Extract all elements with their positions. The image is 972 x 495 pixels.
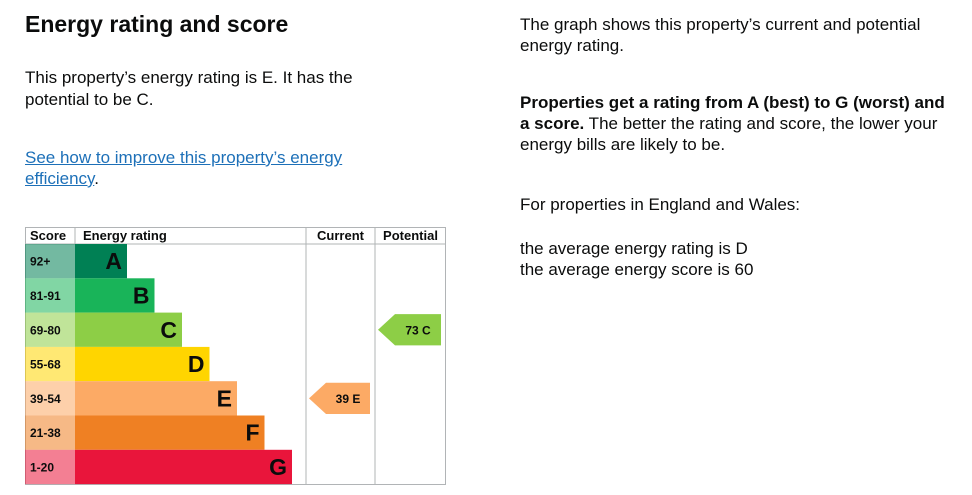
- rating-explanation-rest: The better the rating and score, the low…: [520, 114, 938, 154]
- band-letter-g: G: [269, 454, 287, 480]
- potential-rating-label: 73 C: [405, 323, 431, 337]
- header-energy-rating: Energy rating: [83, 228, 167, 243]
- average-rating: the average energy rating is D: [520, 239, 748, 258]
- band-bar-d: [75, 346, 210, 382]
- potential-arrow: [378, 314, 441, 346]
- band-bar-c: [75, 312, 182, 347]
- band-bar-b: [75, 278, 155, 313]
- rating-explanation-bold: Properties get a rating from A (best) to…: [520, 93, 945, 133]
- score-range-b: 81-91: [30, 289, 61, 303]
- band-letter-b: B: [133, 282, 150, 308]
- rating-explanation: Properties get a rating from A (best) to…: [520, 92, 950, 155]
- band-bar-f: [75, 415, 265, 450]
- score-range-g: 1-20: [30, 460, 54, 474]
- score-range-c: 69-80: [30, 323, 61, 337]
- score-cell-e: [25, 381, 75, 416]
- region-text: For properties in England and Wales:: [520, 195, 801, 214]
- band-bar-e: [75, 381, 237, 416]
- graph-explanation: The graph shows this property’s current …: [520, 15, 921, 55]
- rating-summary: This property’s energy rating is E. It h…: [25, 68, 353, 109]
- score-range-a: 92+: [30, 255, 50, 269]
- improve-link-paragraph: See how to improve this property’s energ…: [25, 147, 405, 189]
- band-letter-d: D: [188, 351, 205, 377]
- average-score: the average energy score is 60: [520, 260, 754, 279]
- score-cell-b: [25, 278, 75, 313]
- score-cell-g: [25, 449, 75, 485]
- header-score: Score: [30, 228, 66, 243]
- score-range-e: 39-54: [30, 392, 61, 406]
- band-bar-g: [75, 449, 292, 485]
- link-suffix: .: [94, 169, 100, 188]
- score-cell-c: [25, 312, 75, 347]
- header-potential: Potential: [383, 228, 438, 243]
- score-cell-f: [25, 415, 75, 450]
- band-letter-a: A: [105, 248, 122, 274]
- score-cell-d: [25, 346, 75, 382]
- improve-efficiency-link[interactable]: See how to improve this property’s energ…: [25, 148, 343, 188]
- energy-rating-graph: Score Energy rating Current Potential 92+ A 81…: [25, 227, 446, 485]
- averages: the average energy rating is D the averag…: [520, 238, 950, 280]
- score-cell-a: [25, 244, 75, 279]
- page-title: Energy rating and score: [25, 11, 289, 37]
- header-current: Current: [317, 228, 365, 243]
- energy-rating-chart: Score Energy rating Current Potential 92+ A 81…: [25, 227, 446, 485]
- score-range-f: 21-38: [30, 426, 61, 440]
- band-bar-a: [75, 244, 127, 279]
- band-letter-f: F: [245, 420, 259, 446]
- score-range-d: 55-68: [30, 358, 61, 372]
- band-letter-e: E: [217, 385, 232, 411]
- current-arrow: [309, 382, 370, 414]
- current-rating-label: 39 E: [336, 392, 361, 406]
- band-letter-c: C: [160, 317, 177, 343]
